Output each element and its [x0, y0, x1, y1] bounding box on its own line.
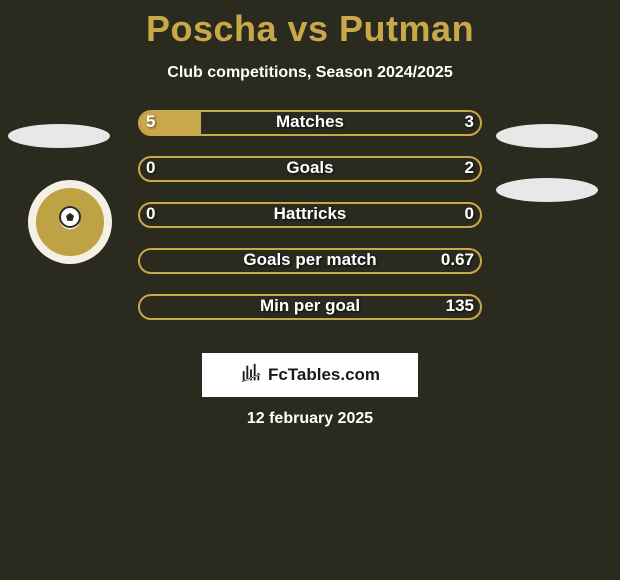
brand-box[interactable]: FcTables.com: [202, 353, 418, 397]
stat-row: 0 Hattricks 0: [0, 202, 620, 248]
stat-right-value: 0.67: [441, 250, 474, 270]
stat-row: 5 Matches 3: [0, 110, 620, 156]
page-title: Poscha vs Putman: [0, 0, 620, 50]
stat-label: Hattricks: [138, 204, 482, 224]
stat-row: Goals per match 0.67: [0, 248, 620, 294]
stat-right-value: 135: [446, 296, 474, 316]
stat-row: Min per goal 135: [0, 294, 620, 340]
stat-right-value: 3: [465, 112, 474, 132]
stat-label: Goals: [138, 158, 482, 178]
stats-area: 5 Matches 3 0 Goals 2 0 Hattricks 0 Goal…: [0, 110, 620, 340]
stat-row: 0 Goals 2: [0, 156, 620, 202]
subtitle: Club competitions, Season 2024/2025: [0, 64, 620, 82]
stat-label: Matches: [138, 112, 482, 132]
stat-right-value: 0: [465, 204, 474, 224]
stat-label: Goals per match: [138, 250, 482, 270]
stat-label: Min per goal: [138, 296, 482, 316]
bar-chart-icon: [240, 362, 262, 389]
brand-label: FcTables.com: [268, 365, 380, 385]
stat-right-value: 2: [465, 158, 474, 178]
date-line: 12 february 2025: [0, 410, 620, 428]
